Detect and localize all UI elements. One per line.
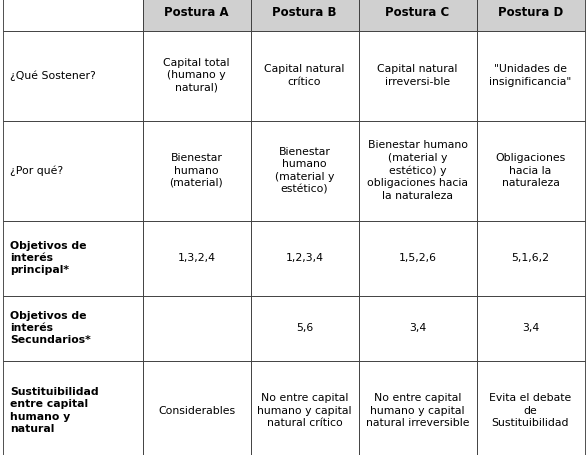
Text: "Unidades de
insignificancia": "Unidades de insignificancia" <box>490 64 572 87</box>
Text: Obligaciones
hacia la
naturaleza: Obligaciones hacia la naturaleza <box>495 153 566 188</box>
Text: Postura A: Postura A <box>164 6 229 19</box>
Bar <box>359 121 477 221</box>
Bar <box>359 0 477 30</box>
Text: 1,5,2,6: 1,5,2,6 <box>399 253 437 263</box>
Bar <box>477 30 585 121</box>
Text: No entre capital
humano y capital
natural irreversible: No entre capital humano y capital natura… <box>366 393 469 428</box>
Bar <box>2 360 143 455</box>
Bar <box>2 221 143 295</box>
Bar <box>143 0 251 30</box>
Text: 1,3,2,4: 1,3,2,4 <box>177 253 215 263</box>
Bar <box>143 221 251 295</box>
Text: Postura B: Postura B <box>272 6 337 19</box>
Text: Objetivos de
interés
Secundarios*: Objetivos de interés Secundarios* <box>11 311 91 345</box>
Bar <box>359 221 477 295</box>
Text: Postura C: Postura C <box>386 6 450 19</box>
Text: Evita el debate
de
Sustituibilidad: Evita el debate de Sustituibilidad <box>490 393 572 428</box>
Text: Postura D: Postura D <box>498 6 563 19</box>
Bar <box>477 121 585 221</box>
Bar <box>143 360 251 455</box>
Text: Objetivos de
interés
principal*: Objetivos de interés principal* <box>11 241 87 275</box>
Text: No entre capital
humano y capital
natural crítico: No entre capital humano y capital natura… <box>257 393 352 428</box>
Text: 3,4: 3,4 <box>522 323 539 333</box>
Text: ¿Qué Sostener?: ¿Qué Sostener? <box>11 70 96 81</box>
Text: 5,6: 5,6 <box>296 323 313 333</box>
Text: Sustituibilidad
entre capital
humano y
natural: Sustituibilidad entre capital humano y n… <box>11 387 99 434</box>
Bar <box>143 295 251 360</box>
Bar <box>251 121 359 221</box>
Bar <box>251 295 359 360</box>
Bar <box>477 295 585 360</box>
Bar <box>477 0 585 30</box>
Bar <box>359 295 477 360</box>
Text: Bienestar
humano
(material): Bienestar humano (material) <box>170 153 224 188</box>
Text: 5,1,6,2: 5,1,6,2 <box>511 253 549 263</box>
Bar <box>2 0 143 30</box>
Bar <box>2 295 143 360</box>
Text: 3,4: 3,4 <box>409 323 426 333</box>
Text: Capital natural
crítico: Capital natural crítico <box>264 64 345 87</box>
Text: Bienestar
humano
(material y
estético): Bienestar humano (material y estético) <box>275 147 334 194</box>
Text: Considerables: Considerables <box>158 405 235 415</box>
Text: ¿Por qué?: ¿Por qué? <box>11 165 63 176</box>
Text: Bienestar humano
(material y
estético) y
obligaciones hacia
la naturaleza: Bienestar humano (material y estético) y… <box>367 141 468 201</box>
Bar <box>251 0 359 30</box>
Bar <box>359 30 477 121</box>
Bar <box>359 360 477 455</box>
Text: Capital total
(humano y
natural): Capital total (humano y natural) <box>163 58 230 93</box>
Bar <box>251 360 359 455</box>
Bar <box>143 121 251 221</box>
Bar <box>251 30 359 121</box>
Bar <box>477 360 585 455</box>
Text: 1,2,3,4: 1,2,3,4 <box>285 253 323 263</box>
Bar <box>477 221 585 295</box>
Bar <box>143 30 251 121</box>
Bar <box>251 221 359 295</box>
Bar <box>2 30 143 121</box>
Text: Capital natural
irreversi­ble: Capital natural irreversi­ble <box>377 64 458 87</box>
Bar <box>2 121 143 221</box>
